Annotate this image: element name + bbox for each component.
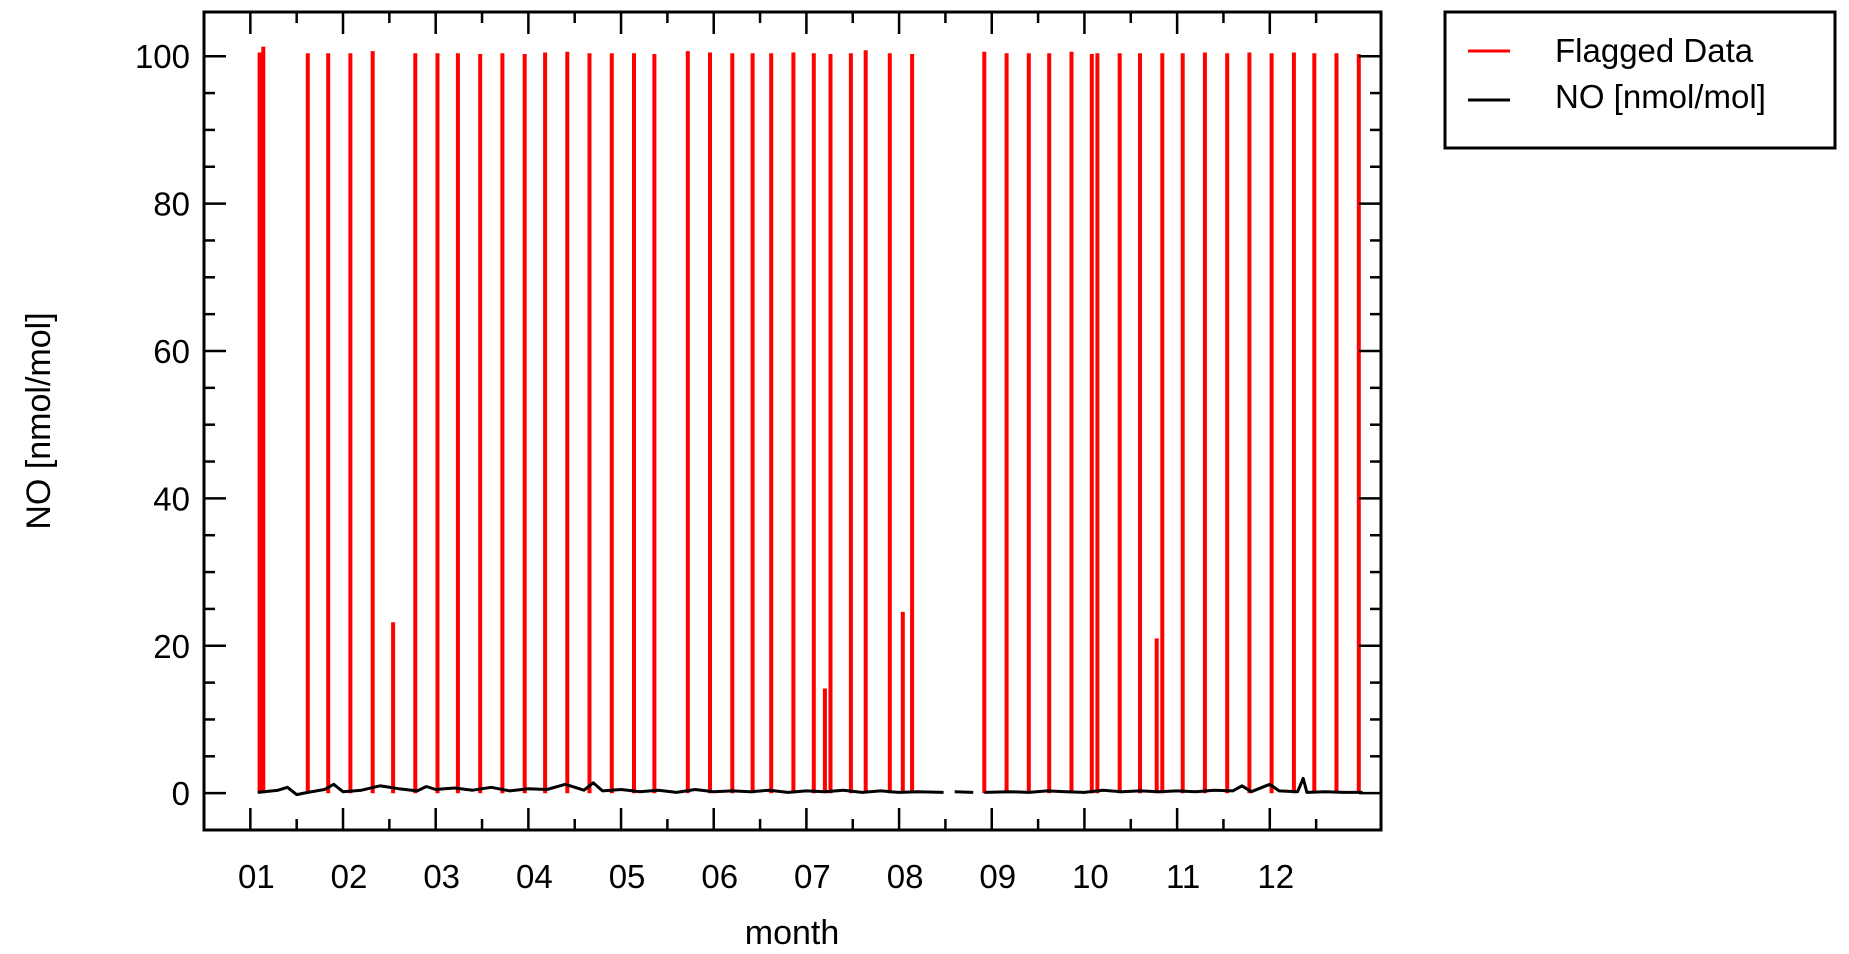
x-tick-label: 07 [794,858,831,895]
legend-box [1443,10,1837,150]
x-tick-label: 02 [331,858,368,895]
x-tick-label: 01 [238,858,275,895]
y-axis-title: NO [nmol/mol] [20,312,58,529]
legend: Flagged Data NO [nmol/mol] [1443,10,1837,150]
y-tick-label: 40 [153,480,190,517]
x-tick-label: 03 [423,858,460,895]
plot-area [257,46,1363,797]
plot-frame [202,10,1383,832]
y-tick-label: 0 [172,775,190,812]
axis-ticks [204,12,1381,830]
x-tick-label: 09 [979,858,1016,895]
y-tick-label: 100 [135,38,190,75]
y-tick-label: 20 [153,628,190,665]
x-tick-label: 06 [701,858,738,895]
no-line-segment [954,790,974,794]
no-series [257,776,1363,797]
y-tick-label: 60 [153,333,190,370]
y-tick-label: 80 [153,186,190,223]
legend-label-flagged: Flagged Data [1555,32,1754,69]
x-tick-label: 11 [1166,858,1200,895]
x-axis-title: month [745,914,840,952]
x-tick-label: 04 [516,858,553,895]
legend-label-no: NO [nmol/mol] [1555,78,1766,115]
x-tick-label: 05 [609,858,646,895]
x-tick-label: 08 [887,858,924,895]
tick-labels: 0 20 40 60 80 100 01 02 03 04 05 06 07 08 09 10 11 12 [135,38,1294,895]
x-tick-label: 10 [1072,858,1109,895]
flagged-data-series [257,46,1361,794]
no-line-segment [257,781,944,797]
no-line-segment [984,776,1363,794]
x-tick-label: 12 [1257,858,1294,895]
